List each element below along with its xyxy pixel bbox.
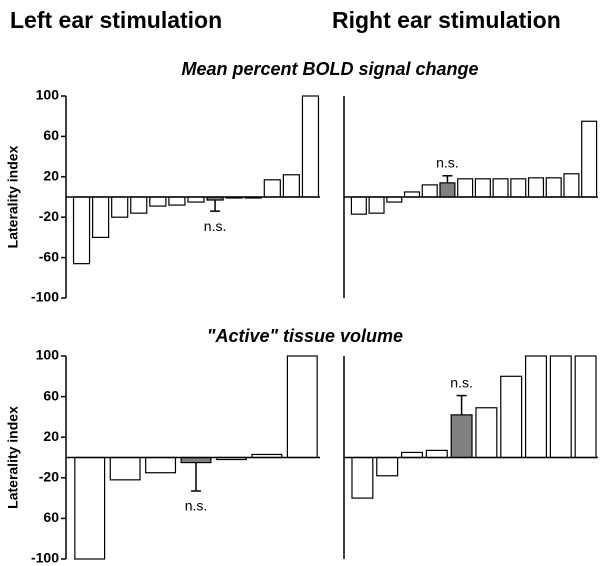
bar — [351, 456, 374, 499]
bar — [92, 196, 110, 239]
column-header: Left ear stimulation — [10, 7, 222, 33]
y-tick-label: -100 — [31, 289, 59, 305]
annotation: n.s. — [436, 154, 459, 170]
bar — [545, 177, 562, 198]
y-axis-label: Laterality index — [5, 406, 21, 509]
bar — [111, 196, 129, 218]
y-tick-label: 100 — [36, 347, 60, 363]
bar — [149, 196, 167, 207]
y-tick-label: 60 — [43, 387, 59, 403]
bar — [145, 456, 177, 474]
bar — [368, 196, 385, 214]
bar — [474, 178, 491, 198]
bar — [457, 178, 474, 198]
bar — [350, 196, 367, 215]
bar — [403, 191, 421, 198]
bar — [524, 355, 548, 459]
bar — [439, 182, 456, 198]
bar — [301, 95, 320, 198]
bar — [425, 449, 448, 459]
section-title: Mean percent BOLD signal change — [181, 59, 478, 79]
y-tick-label: 60 — [43, 509, 59, 525]
bar — [74, 456, 106, 560]
bar — [72, 196, 91, 265]
annotation: n.s. — [185, 498, 208, 514]
y-tick-label: -20 — [39, 469, 59, 485]
bar — [263, 179, 281, 198]
bar — [563, 173, 580, 198]
section-title: "Active" tissue volume — [207, 326, 403, 346]
bar — [168, 196, 186, 206]
bar — [180, 456, 212, 464]
bar — [475, 407, 498, 459]
bar — [386, 196, 403, 203]
bar — [574, 355, 597, 459]
annotation: n.s. — [450, 374, 473, 390]
bar — [130, 196, 148, 214]
bar — [492, 178, 509, 198]
bar — [421, 184, 438, 198]
y-tick-label: 20 — [43, 428, 59, 444]
y-tick-label: -100 — [31, 550, 59, 566]
column-header: Right ear stimulation — [332, 7, 561, 33]
bar — [510, 178, 527, 198]
bar — [450, 414, 473, 459]
bar — [581, 120, 598, 198]
bar — [527, 177, 545, 198]
bar — [187, 196, 205, 203]
bar — [109, 456, 141, 481]
bar — [549, 355, 572, 459]
y-tick-label: -20 — [39, 208, 59, 224]
bar — [500, 375, 523, 459]
bar — [282, 174, 300, 198]
y-axis-label: Laterality index — [5, 145, 21, 248]
y-tick-label: -60 — [39, 248, 59, 264]
y-tick-label: 100 — [36, 87, 60, 103]
y-tick-label: 60 — [43, 127, 59, 143]
bar — [376, 456, 399, 477]
annotation: n.s. — [204, 218, 227, 234]
bar — [400, 451, 424, 459]
y-tick-label: 20 — [43, 168, 59, 184]
bar — [286, 355, 318, 459]
